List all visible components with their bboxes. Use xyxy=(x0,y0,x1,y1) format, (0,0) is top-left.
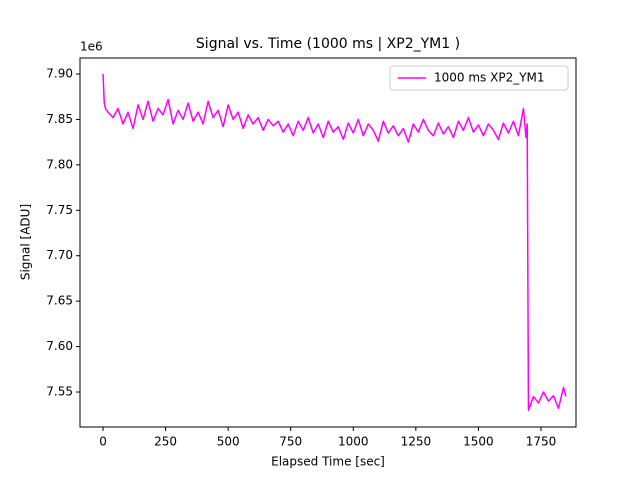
y-tick-label: 7.60 xyxy=(46,339,73,353)
x-tick-label: 250 xyxy=(154,435,177,449)
y-offset-label: 1e6 xyxy=(80,40,103,54)
x-tick-label: 1500 xyxy=(463,435,494,449)
y-tick-label: 7.65 xyxy=(46,294,73,308)
legend-box xyxy=(389,65,569,91)
x-tick-label: 1250 xyxy=(401,435,432,449)
x-tick-label: 500 xyxy=(217,435,240,449)
x-tick-label: 1000 xyxy=(338,435,369,449)
x-tick-label: 750 xyxy=(279,435,302,449)
x-tick-label: 0 xyxy=(99,435,107,449)
x-tick-label: 1750 xyxy=(526,435,557,449)
y-tick-label: 7.55 xyxy=(46,385,73,399)
chart-title: Signal vs. Time (1000 ms | XP2_YM1 ) xyxy=(196,36,460,52)
y-axis-label: Signal [ADU] xyxy=(19,204,33,280)
data-line xyxy=(102,73,567,411)
y-tick-label: 7.80 xyxy=(46,157,73,171)
legend-label: 1000 ms XP2_YM1 xyxy=(434,71,545,85)
y-tick-label: 7.90 xyxy=(46,66,73,80)
y-tick-label: 7.85 xyxy=(46,112,73,126)
y-tick-label: 7.75 xyxy=(46,203,73,217)
y-tick-label: 7.70 xyxy=(46,248,73,262)
plot-frame xyxy=(79,57,577,428)
x-axis-label: Elapsed Time [sec] xyxy=(271,455,385,469)
